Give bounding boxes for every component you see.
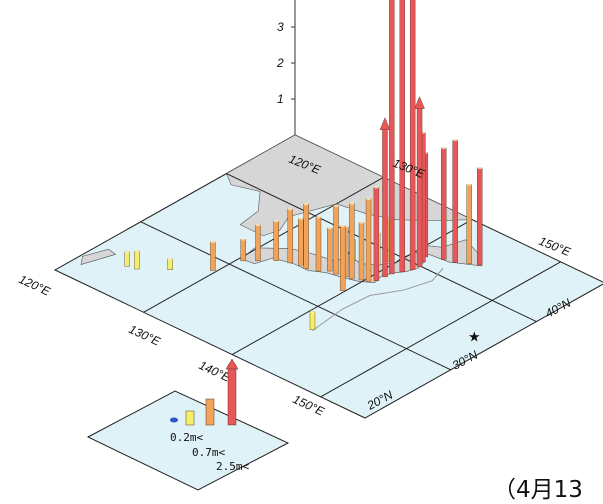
- station-bar-cap: [452, 138, 458, 142]
- station-bar: [273, 220, 279, 261]
- station-bar-cap: [373, 185, 379, 189]
- legend-blue-marker: [170, 417, 178, 423]
- station-bar: [365, 198, 372, 282]
- station-bar: [441, 147, 447, 260]
- station-bar-cap: [477, 166, 483, 170]
- lon-label-120: 120°E: [17, 272, 54, 299]
- station-bar-cap: [273, 219, 279, 223]
- station-bar: [134, 250, 140, 270]
- date-caption: （4月13: [493, 477, 583, 503]
- lon-label-130: 130°E: [127, 322, 164, 349]
- station-bar-cap: [124, 250, 130, 254]
- station-bar-cap: [327, 226, 333, 230]
- station-bar-cap: [466, 183, 472, 186]
- legend-bar: [227, 364, 237, 426]
- station-bar-cap: [349, 202, 355, 205]
- station-bar: [389, 0, 395, 275]
- station-bar-cap: [255, 223, 261, 227]
- station-bar: [315, 216, 322, 272]
- station-bar: [210, 241, 216, 271]
- legend-plane: [86, 390, 290, 491]
- station-bar-cap: [167, 257, 173, 261]
- station-bar: [476, 167, 483, 266]
- station-bar: [399, 0, 405, 272]
- station-bar: [466, 184, 472, 264]
- station-bar: [327, 227, 333, 272]
- station-bar-cap: [134, 249, 140, 253]
- station-bar: [416, 104, 423, 267]
- land-taiwan: [80, 248, 117, 266]
- overflow-arrow: [414, 96, 425, 109]
- station-bar: [409, 0, 416, 270]
- station-bar: [287, 208, 294, 264]
- legend-label: 0.2m<: [170, 431, 203, 444]
- legend-bar: [185, 410, 195, 426]
- station-bar: [298, 218, 304, 266]
- station-bar: [124, 251, 130, 267]
- station-bar: [382, 125, 388, 278]
- station-bar-cap: [366, 197, 372, 201]
- station-bar: [240, 239, 246, 262]
- station-bar-cap: [315, 215, 321, 219]
- meridian-line: [320, 261, 561, 398]
- station-bar-cap: [287, 207, 293, 211]
- axis-tick-label: 2: [276, 56, 284, 70]
- legend-label: 2.5m<: [216, 460, 249, 473]
- station-bar-cap: [303, 202, 309, 206]
- legend-label: 0.7m<: [192, 446, 225, 459]
- sea-plane: [53, 134, 603, 419]
- station-bar-cap: [333, 204, 339, 207]
- axis-tick-label: 1: [277, 92, 284, 106]
- station-bar-cap: [441, 146, 447, 150]
- overflow-arrow: [379, 117, 391, 130]
- station-bar: [452, 139, 458, 263]
- station-bar: [309, 311, 316, 330]
- station-bar-cap: [309, 310, 315, 313]
- legend-bar: [205, 398, 215, 426]
- station-bar-cap: [210, 240, 216, 244]
- meridian-line: [231, 219, 473, 356]
- station-bar: [167, 258, 173, 270]
- parallel-line: [140, 221, 451, 371]
- station-bar-cap: [240, 237, 246, 241]
- station-bar: [333, 205, 339, 275]
- parallel-line: [226, 173, 537, 323]
- meridian-line: [143, 176, 384, 313]
- station-bar-cap: [298, 217, 304, 220]
- axis-tick-label: 3: [277, 20, 284, 34]
- station-bar: [303, 203, 309, 269]
- station-bar: [349, 203, 355, 280]
- trench-line: [312, 267, 444, 331]
- station-bar: [358, 222, 365, 281]
- station-bar: [255, 224, 261, 262]
- epicenter-star: ★: [468, 330, 481, 346]
- station-bar: [339, 225, 346, 291]
- station-bar-cap: [359, 221, 365, 224]
- station-bar: [373, 187, 380, 282]
- station-bar-cap: [340, 224, 346, 228]
- legend-arrow: [225, 358, 239, 370]
